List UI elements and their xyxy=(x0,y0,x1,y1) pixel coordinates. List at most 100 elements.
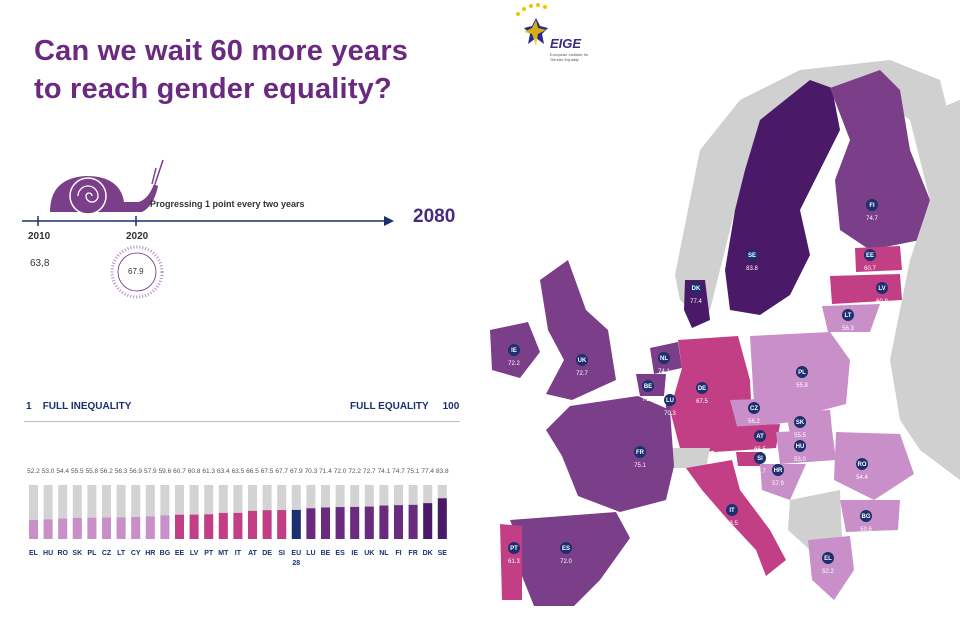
map-marker-fi xyxy=(866,199,878,211)
map-marker-uk xyxy=(576,354,588,366)
bar-be xyxy=(321,507,330,539)
map-marker-pt xyxy=(508,542,520,554)
timeline-arrow-icon xyxy=(384,216,394,226)
scale-min: 1 FULL INEQUALITY xyxy=(26,401,131,412)
bar-value-label: 63.5 xyxy=(232,468,245,475)
logo-text: EIGE xyxy=(550,36,582,51)
scale-min-label: FULL INEQUALITY xyxy=(42,401,132,412)
map-country-code: IE xyxy=(511,348,517,354)
map-country-code: UK xyxy=(578,358,587,364)
scale-max-value: 100 xyxy=(442,401,460,412)
bar-value-label: 66.5 xyxy=(246,468,259,475)
map-country-value: 56.2 xyxy=(748,419,760,425)
bar-value-label: 53.0 xyxy=(42,468,55,475)
scale-min-value: 1 xyxy=(26,401,32,412)
map-marker-si xyxy=(754,452,766,464)
bar-dk xyxy=(423,503,433,539)
bar-value-label: 70.3 xyxy=(305,468,318,475)
map-country-value: 57.9 xyxy=(772,481,784,487)
bar-category-label: DE xyxy=(262,550,272,557)
map-marker-el xyxy=(822,552,834,564)
bar-at xyxy=(248,510,257,539)
bar-value-label: 60.7 xyxy=(173,468,186,475)
map-country-code: SE xyxy=(748,253,756,259)
map-norway xyxy=(675,60,950,315)
map-country-code: FI xyxy=(869,203,875,209)
bar-category-label: IE xyxy=(351,550,358,557)
map-country-code: LU xyxy=(666,398,674,404)
bar-category-label: PL xyxy=(87,550,97,557)
bar-value-label: 67.9 xyxy=(290,468,303,475)
map-country-code: BG xyxy=(862,514,871,520)
progress-text: Progressing 1 point every two years xyxy=(150,199,305,209)
target-year: 2080 xyxy=(413,206,456,227)
map-balkans xyxy=(788,490,842,550)
map-marker-ro xyxy=(856,458,868,470)
bar-value-label: 56.3 xyxy=(115,468,128,475)
bar-el xyxy=(29,519,38,539)
bar-bg xyxy=(160,515,170,539)
bar-track xyxy=(102,485,111,539)
map-country-value: 60.8 xyxy=(876,299,888,305)
bar-category-label: SE xyxy=(438,550,448,557)
map-marker-hr xyxy=(772,464,784,476)
map-latvia xyxy=(830,274,902,304)
bar-track xyxy=(160,485,170,539)
bar-category-label: UK xyxy=(364,550,374,557)
bar-category-label: NL xyxy=(379,550,389,557)
bar-value-label: 72.2 xyxy=(348,468,361,475)
bar-value-label: 52.2 xyxy=(27,468,40,475)
map-marker-fr xyxy=(634,446,646,458)
bar-track xyxy=(189,485,199,539)
map-country-code: SI xyxy=(757,456,763,462)
bar-track xyxy=(218,485,228,539)
map-marker-at xyxy=(754,430,766,442)
bar-sk xyxy=(72,517,82,539)
bar-it xyxy=(233,512,243,539)
bar-track xyxy=(87,485,97,539)
map-country-code: RO xyxy=(858,462,867,468)
map-romania xyxy=(834,432,914,500)
bar-fi xyxy=(394,505,403,539)
bar-lv xyxy=(189,514,199,539)
map-labels: SE 83.8 FI 74.7 EE 60.7 LV 60.8 LT 56.3 DK 77.4 IE 72… xyxy=(508,199,888,575)
map-country-value: 72.0 xyxy=(560,559,572,565)
map-france xyxy=(546,396,674,512)
map-marker-bg xyxy=(860,510,872,522)
bar-track xyxy=(204,485,214,539)
bar-track xyxy=(116,485,126,539)
map-country-code: BE xyxy=(644,384,652,390)
map-country-value: 71.4 xyxy=(642,397,654,403)
bar-pt xyxy=(204,514,214,539)
bar-lt xyxy=(116,517,126,539)
map-spain xyxy=(510,512,630,606)
bar-category-label: LT xyxy=(117,550,126,557)
map-country-value: 63.5 xyxy=(726,521,738,527)
map-country-code: DK xyxy=(692,286,701,292)
map-country-value: 72.2 xyxy=(508,361,520,367)
title-line-2: to reach gender equality? xyxy=(34,73,392,105)
map-marker-be xyxy=(642,380,654,392)
map-country-value: 67.5 xyxy=(696,399,708,405)
current-value: 67.9 xyxy=(128,267,144,276)
bar-track xyxy=(58,485,68,539)
bar-category-label: BE xyxy=(321,550,331,557)
bar-ro xyxy=(58,518,68,539)
bar-value-label: 72.0 xyxy=(334,468,347,475)
bar-value-label: 60.8 xyxy=(188,468,201,475)
map-marker-se xyxy=(746,249,758,261)
bar-category-label: BG xyxy=(160,550,171,557)
page-title: Can we wait 60 more years to reach gende… xyxy=(34,32,408,108)
map-marker-cz xyxy=(748,402,760,414)
bar-pl xyxy=(87,517,97,539)
map-italy xyxy=(686,460,786,576)
map-country-code: HU xyxy=(796,444,805,450)
map-country-code: PT xyxy=(510,546,518,552)
bar-value-label: 59.6 xyxy=(159,468,172,475)
bar-category-label: MT xyxy=(218,550,229,557)
bar-cz xyxy=(102,517,111,539)
bar-track xyxy=(233,485,243,539)
bar-value-label: 61.3 xyxy=(202,468,215,475)
map-country-code: PL xyxy=(798,370,806,376)
map-country-value: 67.7 xyxy=(754,469,766,475)
